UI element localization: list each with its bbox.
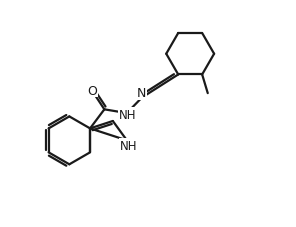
Text: NH: NH [119,108,137,121]
Text: NH: NH [120,139,137,152]
Text: O: O [88,84,97,97]
Text: N: N [137,87,146,100]
